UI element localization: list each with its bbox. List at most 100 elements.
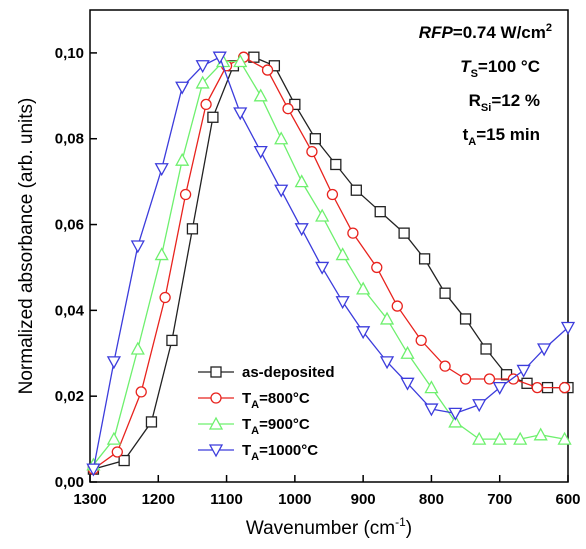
- x-tick-label: 1000: [278, 491, 311, 508]
- marker: [330, 158, 342, 171]
- annotation-sup: 2: [546, 22, 552, 34]
- marker: [274, 184, 289, 198]
- marker: [106, 431, 121, 445]
- annotation-part: RFP: [419, 23, 454, 42]
- marker: [212, 51, 227, 65]
- marker: [415, 334, 427, 347]
- marker: [186, 223, 199, 235]
- x-tick-label: 800: [419, 491, 444, 508]
- marker: [175, 152, 190, 166]
- marker: [374, 206, 386, 218]
- annotation-part: t: [463, 125, 469, 144]
- marker: [233, 54, 248, 68]
- marker: [233, 107, 248, 121]
- marker: [253, 88, 268, 102]
- marker: [200, 98, 212, 111]
- marker: [513, 431, 528, 445]
- marker: [472, 399, 487, 413]
- y-tick-label: 0,08: [55, 131, 84, 148]
- annotation-sub: Si: [481, 102, 491, 114]
- marker: [130, 240, 145, 254]
- marker: [356, 281, 371, 295]
- legend-marker: [210, 366, 222, 378]
- y-tick-label: 0,10: [55, 45, 84, 62]
- marker: [315, 208, 330, 222]
- marker: [356, 326, 371, 340]
- annotation: RSi=12 %: [469, 91, 540, 114]
- marker: [294, 223, 309, 237]
- series-line: [92, 60, 565, 466]
- marker: [350, 184, 362, 196]
- legend-text: T: [242, 390, 251, 407]
- series-line: [93, 56, 565, 470]
- annotation-part: =0.74 W/cm: [453, 23, 546, 42]
- legend-sub: A: [251, 425, 259, 437]
- x-tick-label: 1200: [142, 491, 175, 508]
- annotation-part: =15 min: [476, 125, 540, 144]
- marker: [398, 227, 410, 239]
- marker: [154, 163, 169, 177]
- plot-frame: [89, 9, 569, 483]
- legend-label: TA=1000°C: [242, 442, 318, 463]
- annotation-part: T: [460, 57, 472, 76]
- marker: [335, 296, 350, 310]
- marker: [347, 227, 359, 239]
- legend-text: =1000°C: [259, 442, 318, 459]
- legend-label: TA=900°C: [242, 416, 310, 437]
- marker: [306, 145, 318, 158]
- marker: [118, 454, 130, 467]
- marker: [282, 103, 294, 115]
- y-tick-label: 0,02: [55, 388, 84, 405]
- annotation-part: =100 °C: [478, 57, 540, 76]
- marker: [371, 261, 383, 274]
- marker: [326, 188, 339, 201]
- marker: [195, 75, 210, 89]
- marker: [179, 188, 192, 201]
- marker: [294, 174, 309, 188]
- x-tick-label: 600: [555, 491, 580, 508]
- marker: [459, 373, 472, 385]
- y-tick-label: 0,06: [55, 217, 84, 234]
- x-label-sup: -1: [395, 515, 406, 529]
- legend-marker: [208, 444, 224, 458]
- x-label-text: Wavenumber (cm: [246, 518, 395, 539]
- legend-marker: [210, 392, 222, 404]
- marker: [557, 431, 572, 445]
- marker: [472, 431, 487, 445]
- marker: [145, 416, 158, 428]
- marker: [195, 60, 210, 74]
- marker: [391, 300, 403, 312]
- marker: [424, 380, 439, 394]
- annotation-sub: A: [468, 136, 476, 148]
- x-tick-label: 1300: [73, 491, 106, 508]
- marker: [111, 446, 123, 458]
- y-tick-label: 0,04: [55, 302, 85, 319]
- x-tick-label: 900: [351, 491, 376, 508]
- legend-text: =900°C: [259, 416, 310, 433]
- marker: [135, 386, 147, 398]
- marker: [558, 381, 571, 394]
- annotation-part: =12 %: [491, 91, 540, 110]
- legend-text: T: [242, 416, 251, 433]
- marker: [274, 131, 289, 145]
- legend-marker: [208, 416, 224, 430]
- y-axis-label: Normalized absorbance (arb. units): [16, 98, 37, 395]
- marker: [424, 403, 439, 417]
- marker: [480, 343, 492, 355]
- marker: [531, 381, 543, 394]
- marker: [492, 381, 507, 395]
- y-tick-label: 0,00: [55, 474, 84, 491]
- x-tick-label: 1100: [210, 491, 243, 508]
- marker: [335, 247, 350, 261]
- legend-sub: A: [251, 399, 259, 411]
- x-label-text: ): [406, 518, 412, 539]
- legend-label: as-deposited: [242, 364, 335, 381]
- marker: [154, 247, 169, 261]
- annotation: TS=100 °C: [460, 57, 540, 80]
- x-tick-label: 700: [487, 491, 512, 508]
- marker: [379, 311, 395, 325]
- legend-text: =800°C: [259, 390, 310, 407]
- annotation: RFP=0.74 W/cm2: [419, 22, 552, 42]
- marker: [448, 407, 463, 421]
